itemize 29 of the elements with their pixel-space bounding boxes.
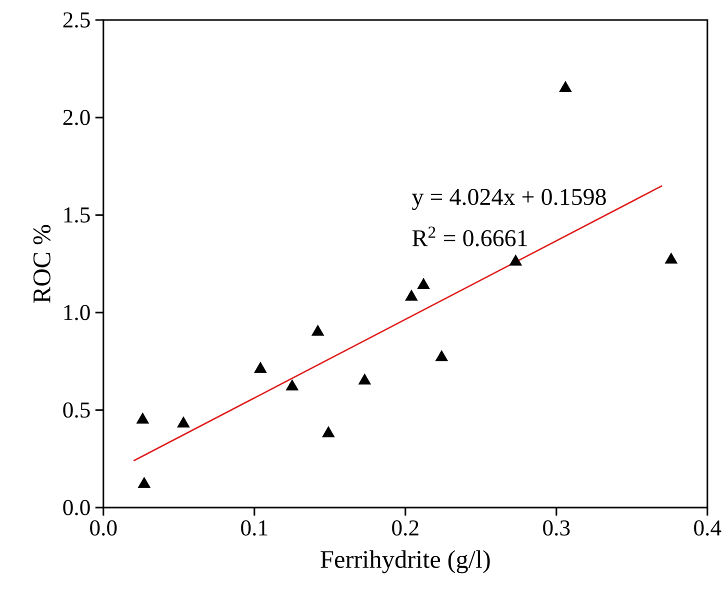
point <box>138 476 150 488</box>
point <box>509 254 522 266</box>
y-tick-label: 2.0 <box>63 110 90 126</box>
point <box>177 416 190 428</box>
point <box>435 350 448 362</box>
x-tick-label: 0.4 <box>694 520 722 536</box>
y-tick-label: 0.5 <box>63 402 90 418</box>
point <box>559 81 572 92</box>
x-axis-title: Ferrihydrite (g/l) <box>320 550 490 574</box>
point <box>254 362 267 373</box>
annotation: y = 4.024x + 0.1598 <box>412 188 606 210</box>
point <box>664 252 678 264</box>
x-tick-label: 0.1 <box>241 520 268 536</box>
point <box>405 290 418 301</box>
y-tick-label: 1.5 <box>64 207 90 223</box>
point <box>417 278 430 289</box>
x-tick-label: 0.3 <box>543 520 570 536</box>
annotation: R$^{2}$ = 0.6661 <box>412 226 527 246</box>
y-tick-label: 1.0 <box>64 304 90 320</box>
y-axis-title: ROC % <box>33 224 51 303</box>
point <box>358 374 371 385</box>
x-tick-label: 0.0 <box>90 520 117 536</box>
point <box>322 426 335 438</box>
x-tick-label: 0.2 <box>392 520 418 536</box>
point <box>136 412 149 424</box>
point <box>286 379 298 390</box>
y-tick-label: 2.5 <box>63 12 90 28</box>
point <box>312 324 324 336</box>
y-tick-label: 0.0 <box>63 500 90 516</box>
